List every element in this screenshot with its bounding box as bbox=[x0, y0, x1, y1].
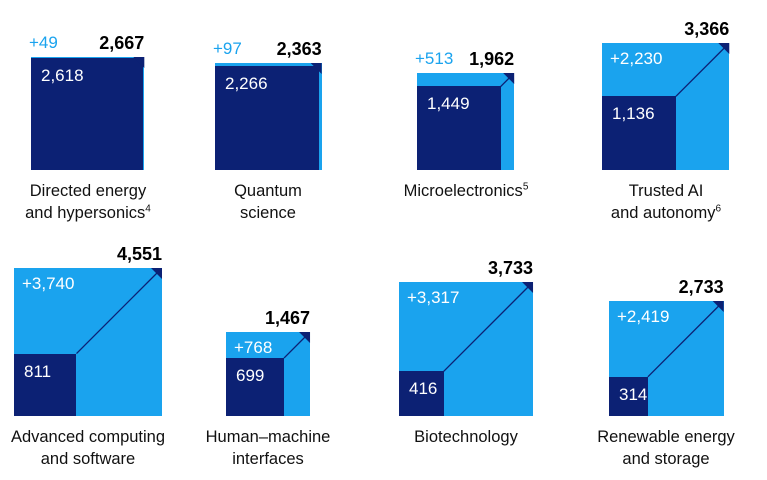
total-value: 2,733 bbox=[678, 277, 724, 298]
total-value: 2,667 bbox=[99, 32, 145, 53]
base-square bbox=[14, 353, 77, 416]
base-value: 2,618 bbox=[41, 65, 84, 85]
total-value: 1,467 bbox=[264, 307, 311, 328]
category-label: Microelectronics5 bbox=[376, 180, 556, 202]
base-value: 416 bbox=[409, 379, 438, 399]
growth-arrow bbox=[310, 63, 322, 75]
base-square bbox=[602, 96, 676, 170]
base-value: 699 bbox=[236, 365, 265, 385]
category-panel: 811 +3,740 4,551 bbox=[14, 244, 162, 416]
growth-arrow bbox=[133, 56, 145, 68]
category-label-line: science bbox=[240, 204, 296, 222]
category-label-line: Quantum bbox=[234, 182, 302, 200]
growth-arrow bbox=[500, 72, 515, 87]
increase-value: +2,419 bbox=[617, 307, 670, 327]
increase-value: +97 bbox=[213, 39, 242, 59]
category-panel: 2,618 +49 2,667 bbox=[29, 33, 145, 170]
base-value: 2,266 bbox=[225, 73, 268, 93]
category-panel: 314 +2,419 2,733 bbox=[609, 277, 724, 416]
base-value: 1,449 bbox=[427, 94, 470, 114]
total-value: 4,551 bbox=[116, 244, 162, 264]
footnote-marker: 6 bbox=[715, 203, 722, 215]
category-label-line: interfaces bbox=[232, 450, 304, 468]
category-panel: 1,449 +513 1,962 bbox=[415, 49, 515, 170]
category-label-line: and autonomy6 bbox=[610, 203, 722, 222]
growth-arrow bbox=[283, 331, 311, 359]
category-label-line: and storage bbox=[622, 450, 710, 468]
category-panel: 2,266 +97 2,363 bbox=[213, 39, 322, 170]
growth-arrow bbox=[647, 301, 724, 378]
category-panel: 1,136 +2,230 3,366 bbox=[602, 19, 730, 170]
category-panel: 699 +768 1,467 bbox=[226, 308, 311, 416]
category-label-line: Human–machine bbox=[205, 428, 331, 446]
growth-arrow bbox=[675, 42, 730, 97]
category-label-line: Directed energy bbox=[29, 182, 147, 200]
footnote-marker: 5 bbox=[522, 181, 529, 193]
category-label-line: and software bbox=[40, 450, 136, 468]
total-value: 3,733 bbox=[487, 257, 534, 278]
category-label: Biotechnology bbox=[376, 426, 556, 448]
category-label-line: Trusted AI bbox=[628, 182, 704, 200]
category-panel: 416 +3,317 3,733 bbox=[399, 258, 534, 416]
category-label-line: Renewable energy bbox=[597, 428, 735, 446]
increase-value: +513 bbox=[415, 48, 454, 68]
base-value: 1,136 bbox=[612, 104, 655, 124]
category-label-line: Advanced computing bbox=[10, 428, 166, 446]
category-label: Advanced computing and software bbox=[0, 426, 178, 470]
total-value: 1,962 bbox=[469, 48, 515, 69]
category-label-line: and hypersonics4 bbox=[25, 203, 151, 222]
base-square bbox=[226, 357, 284, 416]
category-label-line: Microelectronics5 bbox=[403, 181, 529, 200]
category-label: Human–machine interfaces bbox=[178, 426, 358, 470]
total-value: 3,366 bbox=[684, 18, 730, 39]
increase-value: +3,317 bbox=[407, 287, 460, 307]
footnote-marker: 4 bbox=[145, 203, 151, 215]
increase-value: +2,230 bbox=[610, 48, 663, 68]
category-label: Renewable energy and storage bbox=[576, 426, 756, 470]
increase-value: +49 bbox=[29, 32, 58, 52]
base-square bbox=[215, 65, 320, 170]
base-square bbox=[399, 371, 444, 416]
growth-arrow bbox=[443, 281, 534, 372]
category-label: Trusted AI and autonomy6 bbox=[576, 180, 756, 224]
base-square bbox=[609, 377, 648, 416]
growth-arrow bbox=[76, 268, 162, 354]
category-label-line: Biotechnology bbox=[414, 428, 518, 446]
base-value: 811 bbox=[24, 361, 52, 381]
category-label: Quantum science bbox=[178, 180, 358, 224]
total-value: 2,363 bbox=[276, 39, 322, 60]
increase-value: +3,740 bbox=[22, 274, 75, 293]
base-square bbox=[31, 57, 144, 170]
category-label: Directed energy and hypersonics4 bbox=[0, 180, 178, 224]
increase-value: +768 bbox=[234, 337, 273, 357]
base-value: 314 bbox=[619, 385, 648, 405]
base-square bbox=[417, 86, 501, 170]
